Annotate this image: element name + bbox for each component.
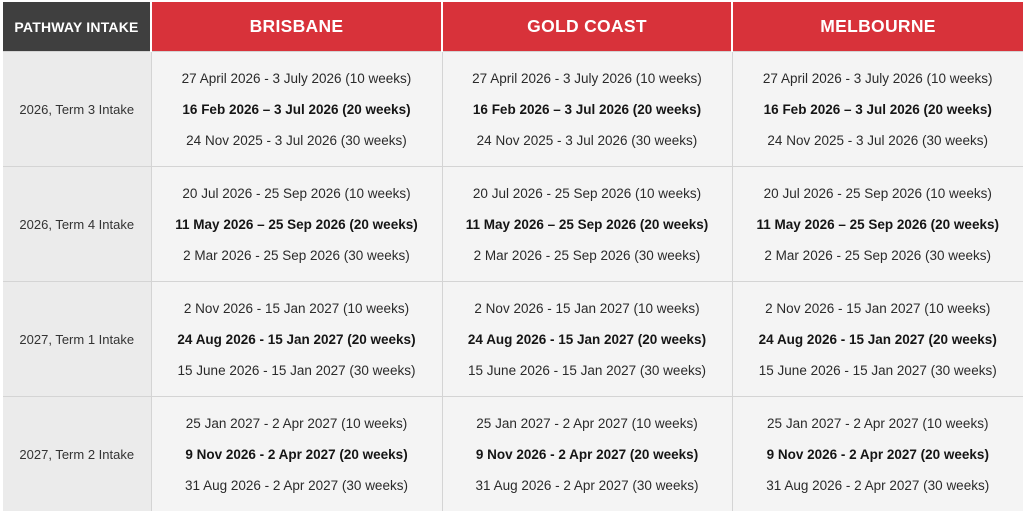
date-cell-gold-coast: 25 Jan 2027 - 2 Apr 2027 (10 weeks) 9 No… [442,396,733,511]
duration-30-weeks: 24 Nov 2025 - 3 Jul 2026 (30 weeks) [476,132,698,148]
intake-label: 2026, Term 3 Intake [3,51,152,167]
city-header-gold-coast: GOLD COAST [442,2,733,52]
duration-10-weeks: 27 April 2026 - 3 July 2026 (10 weeks) [181,70,412,86]
date-cell-melbourne: 27 April 2026 - 3 July 2026 (10 weeks) 1… [732,51,1023,167]
duration-30-weeks: 2 Mar 2026 - 25 Sep 2026 (30 weeks) [183,247,410,263]
duration-30-weeks: 31 Aug 2026 - 2 Apr 2027 (30 weeks) [766,477,990,493]
date-cell-melbourne: 2 Nov 2026 - 15 Jan 2027 (10 weeks) 24 A… [732,281,1023,397]
duration-30-weeks: 15 June 2026 - 15 Jan 2027 (30 weeks) [468,362,706,378]
date-cell-brisbane: 2 Nov 2026 - 15 Jan 2027 (10 weeks) 24 A… [151,281,443,397]
duration-20-weeks: 11 May 2026 – 25 Sep 2026 (20 weeks) [175,216,418,232]
date-cell-gold-coast: 20 Jul 2026 - 25 Sep 2026 (10 weeks) 11 … [442,166,733,282]
duration-30-weeks: 2 Mar 2026 - 25 Sep 2026 (30 weeks) [473,247,701,263]
table-row: 2026, Term 4 Intake 20 Jul 2026 - 25 Sep… [3,166,1023,282]
duration-30-weeks: 31 Aug 2026 - 2 Apr 2027 (30 weeks) [185,477,408,493]
duration-10-weeks: 25 Jan 2027 - 2 Apr 2027 (10 weeks) [185,415,408,431]
table-row: 2026, Term 3 Intake 27 April 2026 - 3 Ju… [3,51,1023,167]
table-row: 2027, Term 2 Intake 25 Jan 2027 - 2 Apr … [3,396,1023,511]
date-cell-gold-coast: 27 April 2026 - 3 July 2026 (10 weeks) 1… [442,51,733,167]
duration-10-weeks: 2 Nov 2026 - 15 Jan 2027 (10 weeks) [474,300,700,316]
intake-label: 2027, Term 2 Intake [3,396,152,511]
duration-10-weeks: 25 Jan 2027 - 2 Apr 2027 (10 weeks) [476,415,698,431]
date-cell-melbourne: 20 Jul 2026 - 25 Sep 2026 (10 weeks) 11 … [732,166,1023,282]
city-header-melbourne: MELBOURNE [732,2,1023,52]
pathway-intake-table: PATHWAY INTAKE BRISBANE GOLD COAST MELBO… [3,2,1023,511]
duration-20-weeks: 9 Nov 2026 - 2 Apr 2027 (20 weeks) [766,446,989,462]
date-cell-brisbane: 27 April 2026 - 3 July 2026 (10 weeks) 1… [151,51,443,167]
duration-10-weeks: 20 Jul 2026 - 25 Sep 2026 (10 weeks) [472,185,702,201]
duration-30-weeks: 15 June 2026 - 15 Jan 2027 (30 weeks) [177,362,416,378]
date-cell-melbourne: 25 Jan 2027 - 2 Apr 2027 (10 weeks) 9 No… [732,396,1023,511]
duration-20-weeks: 9 Nov 2026 - 2 Apr 2027 (20 weeks) [475,446,699,462]
duration-20-weeks: 16 Feb 2026 – 3 Jul 2026 (20 weeks) [472,101,702,117]
duration-30-weeks: 24 Nov 2025 - 3 Jul 2026 (30 weeks) [767,132,989,148]
duration-20-weeks: 16 Feb 2026 – 3 Jul 2026 (20 weeks) [182,101,411,117]
duration-30-weeks: 2 Mar 2026 - 25 Sep 2026 (30 weeks) [764,247,992,263]
header-row: PATHWAY INTAKE BRISBANE GOLD COAST MELBO… [3,2,1023,52]
date-cell-brisbane: 25 Jan 2027 - 2 Apr 2027 (10 weeks) 9 No… [151,396,443,511]
duration-10-weeks: 25 Jan 2027 - 2 Apr 2027 (10 weeks) [767,415,989,431]
duration-20-weeks: 9 Nov 2026 - 2 Apr 2027 (20 weeks) [185,446,408,462]
duration-10-weeks: 2 Nov 2026 - 15 Jan 2027 (10 weeks) [183,300,410,316]
duration-10-weeks: 20 Jul 2026 - 25 Sep 2026 (10 weeks) [182,185,411,201]
duration-20-weeks: 11 May 2026 – 25 Sep 2026 (20 weeks) [756,216,999,232]
duration-20-weeks: 11 May 2026 – 25 Sep 2026 (20 weeks) [465,216,709,232]
date-cell-brisbane: 20 Jul 2026 - 25 Sep 2026 (10 weeks) 11 … [151,166,443,282]
duration-10-weeks: 2 Nov 2026 - 15 Jan 2027 (10 weeks) [765,300,991,316]
duration-20-weeks: 24 Aug 2026 - 15 Jan 2027 (20 weeks) [758,331,997,347]
city-header-brisbane: BRISBANE [151,2,443,52]
date-cell-gold-coast: 2 Nov 2026 - 15 Jan 2027 (10 weeks) 24 A… [442,281,733,397]
duration-20-weeks: 24 Aug 2026 - 15 Jan 2027 (20 weeks) [177,331,416,347]
duration-30-weeks: 24 Nov 2025 - 3 Jul 2026 (30 weeks) [186,132,407,148]
duration-10-weeks: 27 April 2026 - 3 July 2026 (10 weeks) [762,70,993,86]
duration-20-weeks: 16 Feb 2026 – 3 Jul 2026 (20 weeks) [763,101,992,117]
duration-30-weeks: 15 June 2026 - 15 Jan 2027 (30 weeks) [758,362,997,378]
table-row: 2027, Term 1 Intake 2 Nov 2026 - 15 Jan … [3,281,1023,397]
duration-20-weeks: 24 Aug 2026 - 15 Jan 2027 (20 weeks) [467,331,707,347]
intake-label: 2026, Term 4 Intake [3,166,152,282]
intake-label: 2027, Term 1 Intake [3,281,152,397]
duration-30-weeks: 31 Aug 2026 - 2 Apr 2027 (30 weeks) [475,477,699,493]
duration-10-weeks: 20 Jul 2026 - 25 Sep 2026 (10 weeks) [763,185,992,201]
duration-10-weeks: 27 April 2026 - 3 July 2026 (10 weeks) [472,70,702,86]
pathway-intake-header: PATHWAY INTAKE [3,2,152,52]
